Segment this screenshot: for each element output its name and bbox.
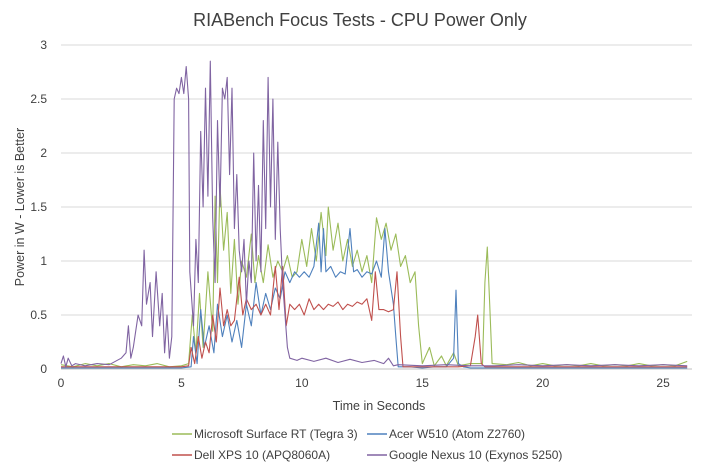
series-line (61, 265, 688, 368)
y-tick-label: 1.5 (30, 200, 47, 214)
chart-title: RIABench Focus Tests - CPU Power Only (193, 10, 527, 30)
series-line (60, 60, 688, 368)
legend-label: Google Nexus 10 (Exynos 5250) (389, 448, 562, 462)
legend-label: Dell XPS 10 (APQ8060A) (194, 448, 330, 462)
y-tick-label: 2 (40, 146, 47, 160)
x-tick-label: 10 (295, 376, 309, 390)
x-axis-label: Time in Seconds (333, 399, 426, 413)
legend: Microsoft Surface RT (Tegra 3) Acer W510 … (172, 427, 562, 462)
series-line (60, 184, 688, 368)
x-tick-label: 5 (178, 376, 185, 390)
y-tick-label: 2.5 (30, 92, 47, 106)
y-axis-label: Power in W - Lower is Better (13, 128, 27, 286)
y-tick-label: 1 (40, 254, 47, 268)
y-tick-label: 0 (40, 362, 47, 376)
series-lines (60, 60, 688, 369)
legend-label: Acer W510 (Atom Z2760) (389, 427, 525, 441)
x-tick-label: 25 (656, 376, 670, 390)
axes: 0 0.5 1 1.5 2 2.5 3 0 5 10 15 20 25 (30, 38, 692, 390)
y-tick-label: 0.5 (30, 308, 47, 322)
y-tick-label: 3 (40, 38, 47, 52)
x-tick-label: 20 (536, 376, 550, 390)
series-line (61, 222, 688, 369)
gridlines (61, 44, 692, 316)
x-tick-label: 0 (58, 376, 65, 390)
x-tick-label: 15 (416, 376, 430, 390)
legend-label: Microsoft Surface RT (Tegra 3) (194, 427, 358, 441)
